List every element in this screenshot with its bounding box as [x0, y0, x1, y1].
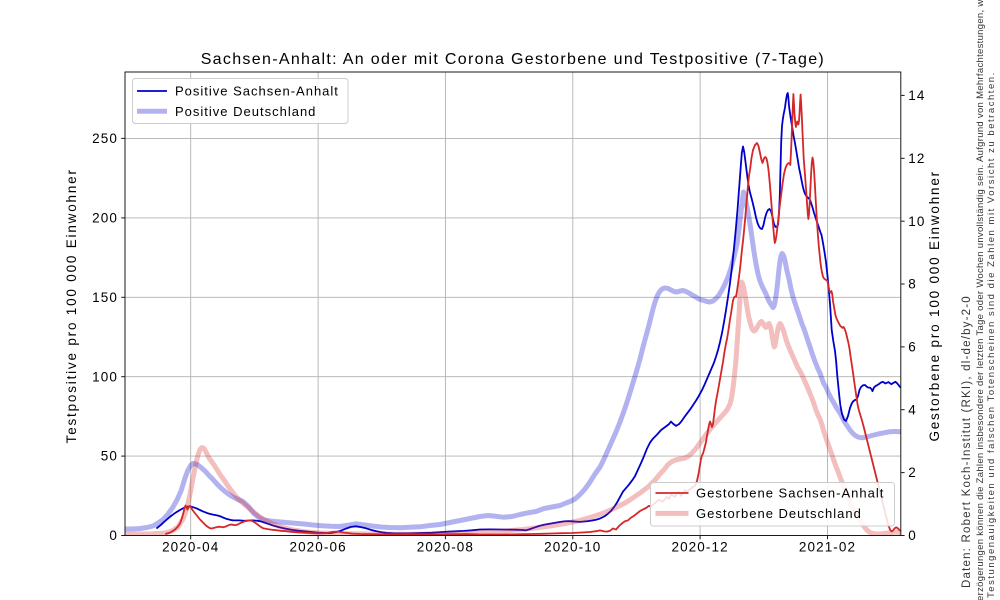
svg-text:Testungenauigkeiten und falsch: Testungenauigkeiten und falschen Totensc… — [986, 71, 997, 598]
svg-text:4: 4 — [908, 402, 917, 417]
svg-text:verzögerungen können die Zahle: verzögerungen können die Zahlen insbeson… — [975, 0, 986, 600]
svg-text:200: 200 — [92, 211, 118, 226]
svg-text:50: 50 — [101, 449, 118, 464]
svg-text:2020-06: 2020-06 — [289, 540, 346, 555]
svg-text:Gestorbene Deutschland: Gestorbene Deutschland — [696, 506, 862, 521]
svg-text:150: 150 — [92, 290, 118, 305]
svg-text:14: 14 — [908, 88, 925, 103]
svg-text:Positive Deutschland: Positive Deutschland — [175, 104, 316, 119]
svg-text:Positive Sachsen-Anhalt: Positive Sachsen-Anhalt — [175, 84, 339, 99]
svg-text:Sachsen-Anhalt: An oder mit Co: Sachsen-Anhalt: An oder mit Corona Gesto… — [201, 51, 825, 68]
svg-text:6: 6 — [908, 340, 917, 355]
svg-text:0: 0 — [109, 528, 118, 543]
svg-text:Daten: Robert Koch-Institut (R: Daten: Robert Koch-Institut (RKI), dl-de… — [961, 295, 973, 588]
svg-text:2020-08: 2020-08 — [417, 540, 474, 555]
svg-text:Gestorbene pro 100 000 Einwohn: Gestorbene pro 100 000 Einwohner — [927, 170, 942, 442]
svg-text:12: 12 — [908, 151, 925, 166]
svg-text:0: 0 — [908, 528, 917, 543]
svg-text:250: 250 — [92, 131, 118, 146]
svg-text:10: 10 — [908, 214, 925, 229]
svg-text:2020-04: 2020-04 — [162, 540, 219, 555]
svg-text:Gestorbene Sachsen-Anhalt: Gestorbene Sachsen-Anhalt — [696, 486, 884, 501]
svg-text:8: 8 — [908, 277, 917, 292]
svg-text:2020-12: 2020-12 — [671, 540, 728, 555]
svg-text:Testpositive pro 100 000 Einwo: Testpositive pro 100 000 Einwohner — [64, 168, 79, 443]
svg-text:100: 100 — [92, 369, 118, 384]
svg-text:2020-10: 2020-10 — [544, 540, 601, 555]
svg-text:2021-02: 2021-02 — [799, 540, 856, 555]
svg-text:2: 2 — [908, 465, 917, 480]
